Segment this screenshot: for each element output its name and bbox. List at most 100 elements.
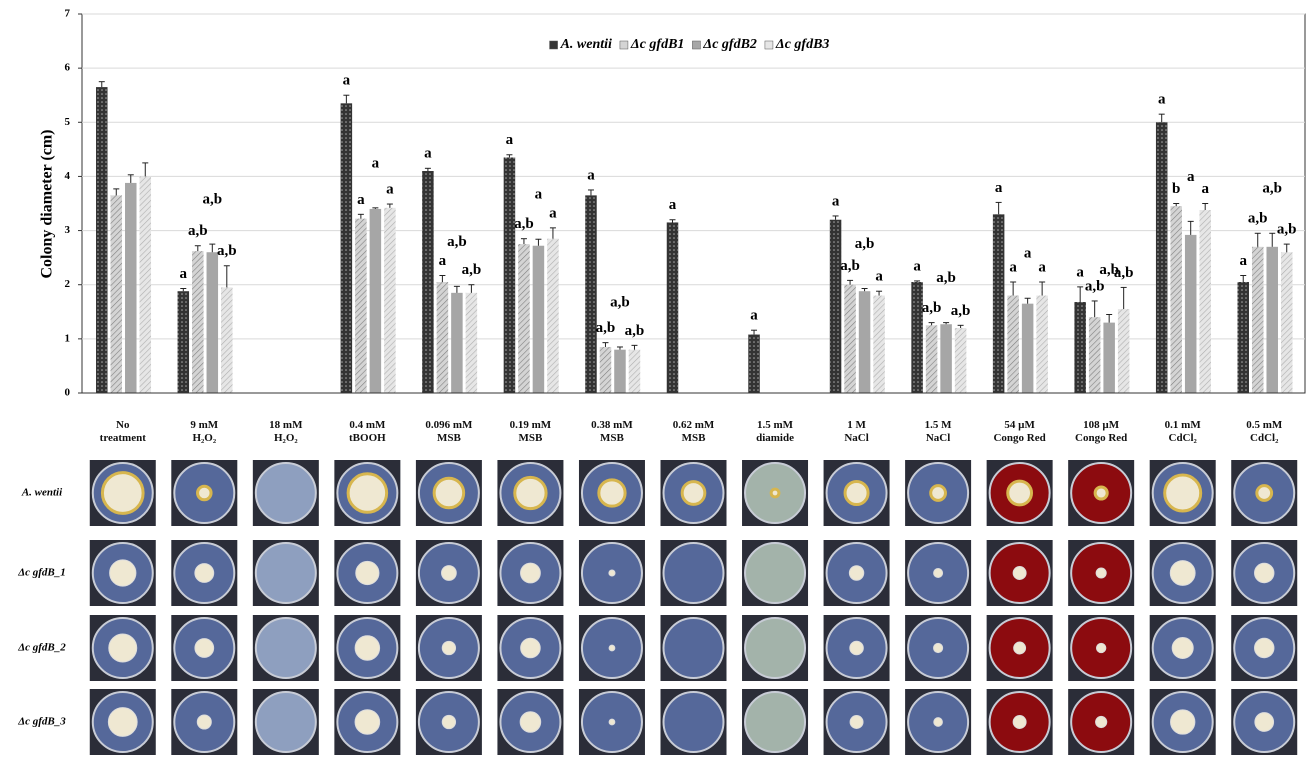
significance-label: a,b (625, 323, 645, 339)
bar-texture (1237, 282, 1249, 393)
significance-label: a (832, 193, 840, 209)
bar-texture (1074, 302, 1086, 393)
dish (745, 618, 805, 678)
bar (1022, 304, 1033, 393)
colony (849, 566, 863, 580)
colony (931, 486, 946, 501)
figure: Colony diameter (cm) 01234567A. wentiiΔc… (0, 0, 1314, 760)
error-bar (914, 281, 920, 282)
significance-label: a (1009, 259, 1017, 275)
significance-label: a (439, 253, 447, 269)
colony (934, 643, 943, 652)
error-bar (847, 280, 853, 284)
error-bar (1025, 298, 1031, 303)
significance-label: a (1187, 169, 1195, 185)
bar-texture (1007, 296, 1019, 393)
dish (745, 692, 805, 752)
significance-label: a (875, 269, 883, 285)
significance-label: a (180, 266, 188, 282)
legend-label: Δc gfdB3 (775, 37, 830, 52)
error-bar (1255, 233, 1261, 247)
colony (515, 477, 546, 508)
colony (195, 564, 214, 583)
error-bar (1173, 204, 1179, 207)
colony (521, 563, 541, 583)
row-label: A. wentii (21, 487, 63, 499)
significance-label: a (372, 155, 380, 171)
error-bar (1159, 114, 1165, 122)
bar-texture (1089, 317, 1101, 393)
bar-texture (585, 195, 597, 393)
colony (771, 489, 779, 497)
colony (934, 569, 943, 578)
significance-label: a (424, 146, 432, 162)
dish (256, 692, 316, 752)
colony (356, 561, 379, 584)
dish (256, 618, 316, 678)
error-bar (958, 325, 964, 328)
significance-label: a,b (922, 300, 942, 316)
significance-label: a,b (951, 303, 971, 319)
error-bar (358, 214, 364, 218)
colony (609, 719, 615, 725)
error-bar (1188, 221, 1194, 235)
colony (1255, 563, 1274, 582)
significance-label: a,b (188, 223, 208, 239)
dish (664, 618, 724, 678)
legend-swatch (620, 41, 628, 49)
bar-texture (111, 195, 123, 393)
colony (1171, 710, 1195, 734)
error-bar (862, 289, 868, 292)
bar-texture (384, 208, 396, 393)
colony (1013, 567, 1026, 580)
significance-label: a,b (936, 270, 956, 286)
significance-label: a (386, 181, 394, 197)
error-bar (99, 82, 105, 87)
significance-label: a,b (1085, 278, 1105, 294)
bar-texture (1036, 296, 1048, 393)
colony (197, 715, 211, 729)
significance-label: a (669, 197, 677, 213)
significance-label: a,b (1248, 211, 1268, 227)
legend-label: Δc gfdB1 (630, 37, 685, 52)
y-axis-label: Colony diameter (cm) (39, 130, 56, 279)
bar-texture (1156, 122, 1168, 393)
bar-texture (355, 219, 367, 393)
colony (1013, 716, 1026, 729)
significance-label: a (913, 258, 921, 274)
dish (256, 543, 316, 603)
colony (1014, 642, 1026, 654)
bar-texture (422, 171, 434, 393)
error-bar (195, 246, 201, 251)
bar (125, 183, 136, 393)
significance-label: b (1172, 181, 1180, 197)
colony (850, 641, 864, 655)
dish (745, 543, 805, 603)
bar (1266, 247, 1278, 393)
bar (533, 246, 545, 393)
colony (1096, 643, 1105, 652)
x-tick-label: 1 M NaCl (817, 419, 897, 445)
bar (614, 350, 626, 393)
error-bar (468, 285, 474, 293)
significance-label: a,b (1114, 265, 1134, 281)
x-tick-label: 1.5 mM diamide (735, 419, 815, 445)
y-tick-label: 0 (65, 387, 71, 399)
x-tick-label: 0.096 mM MSB (409, 419, 489, 445)
row-label: Δc gfdB_3 (17, 716, 66, 728)
error-bar (387, 204, 393, 208)
y-tick-label: 1 (65, 332, 71, 344)
error-bar (1269, 233, 1275, 247)
error-bar (180, 289, 186, 292)
significance-label: a (549, 205, 557, 221)
significance-label: a (506, 132, 514, 148)
colony (198, 486, 212, 500)
significance-label: a,b (203, 192, 223, 208)
bar-texture (518, 244, 530, 393)
colony (1165, 475, 1201, 511)
bar-texture (873, 296, 885, 393)
y-tick-label: 4 (65, 170, 71, 182)
error-bar (142, 163, 148, 177)
colony (609, 645, 615, 651)
significance-label: a (1158, 92, 1166, 108)
